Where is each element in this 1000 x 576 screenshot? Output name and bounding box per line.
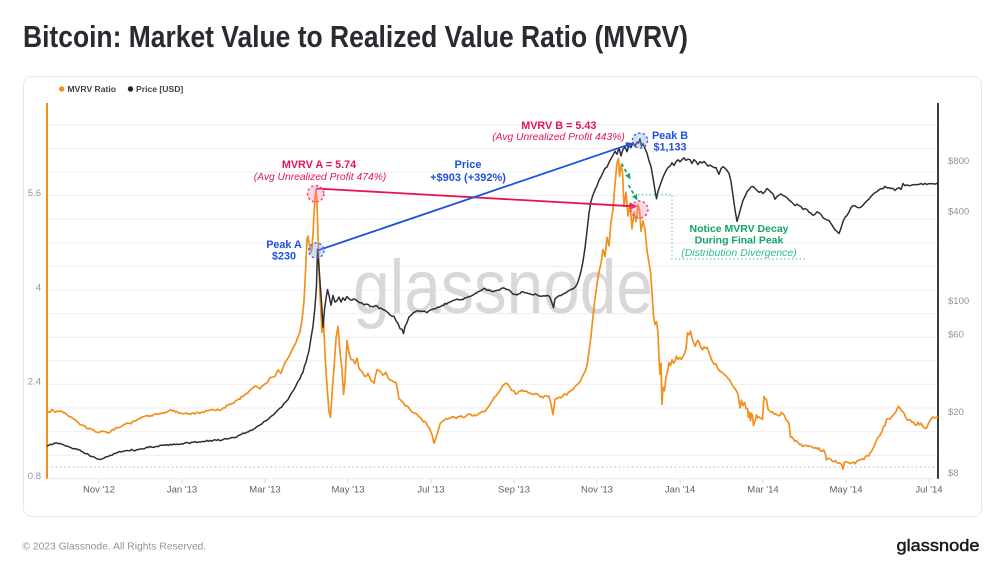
- svg-text:Bitcoin: Market Value to Reali: Bitcoin: Market Value to Realized Value …: [23, 20, 688, 54]
- svg-text:Peak B: Peak B: [652, 130, 688, 142]
- svg-text:4: 4: [36, 282, 41, 293]
- svg-text:$400: $400: [948, 206, 969, 217]
- svg-text:$800: $800: [948, 156, 969, 167]
- svg-text:Peak A: Peak A: [266, 239, 302, 251]
- svg-text:$20: $20: [948, 407, 964, 418]
- svg-text:Jul '14: Jul '14: [915, 485, 942, 496]
- svg-text:Nov '12: Nov '12: [83, 485, 115, 496]
- svg-text:glassnode: glassnode: [897, 537, 980, 555]
- svg-text:MVRV Ratio: MVRV Ratio: [68, 84, 117, 94]
- svg-text:$8: $8: [948, 468, 959, 479]
- svg-text:Jan '14: Jan '14: [665, 485, 695, 496]
- svg-text:Price: Price: [455, 159, 482, 171]
- svg-text:Sep '13: Sep '13: [498, 485, 530, 496]
- svg-text:Mar '13: Mar '13: [249, 485, 280, 496]
- svg-text:$230: $230: [272, 251, 296, 263]
- svg-text:2.4: 2.4: [28, 377, 41, 388]
- svg-text:Notice MVRV Decay: Notice MVRV Decay: [689, 223, 788, 235]
- svg-text:+$903 (+392%): +$903 (+392%): [430, 172, 506, 184]
- svg-text:May '13: May '13: [332, 485, 365, 496]
- svg-text:$100: $100: [948, 296, 969, 307]
- svg-text:© 2023 Glassnode. All Rights R: © 2023 Glassnode. All Rights Reserved.: [22, 542, 206, 553]
- svg-text:0.8: 0.8: [28, 471, 41, 482]
- svg-text:(Avg Unrealized Profit 474%): (Avg Unrealized Profit 474%): [254, 172, 387, 183]
- svg-text:(Distribution Divergence): (Distribution Divergence): [681, 247, 797, 259]
- svg-text:Price [USD]: Price [USD]: [136, 84, 183, 94]
- svg-text:$60: $60: [948, 329, 964, 340]
- svg-text:Nov '13: Nov '13: [581, 485, 613, 496]
- svg-text:MVRV A = 5.74: MVRV A = 5.74: [282, 159, 356, 171]
- svg-text:May '14: May '14: [830, 485, 863, 496]
- svg-text:5.6: 5.6: [28, 188, 41, 199]
- svg-text:Jul '13: Jul '13: [417, 485, 444, 496]
- svg-text:Jan '13: Jan '13: [167, 485, 197, 496]
- svg-text:MVRV B = 5.43: MVRV B = 5.43: [521, 120, 596, 132]
- svg-text:Mar '14: Mar '14: [747, 485, 778, 496]
- svg-text:(Avg Unrealized Profit 443%): (Avg Unrealized Profit 443%): [492, 132, 625, 143]
- svg-text:$1,133: $1,133: [653, 142, 686, 154]
- svg-text:During Final Peak: During Final Peak: [695, 235, 784, 247]
